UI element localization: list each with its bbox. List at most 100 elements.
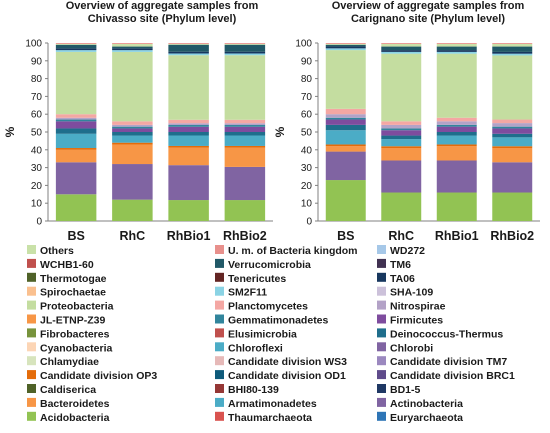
legend-label: Candidate division OP3 (40, 370, 157, 382)
bar-segment-candidate-division-op3 (55, 148, 97, 150)
category-label: BS (337, 229, 354, 243)
y-tick-label: 80 (301, 74, 313, 85)
legend-label: Candidate division WS3 (228, 356, 347, 368)
legend-swatch (27, 300, 36, 310)
legend-label: Actinobacteria (390, 398, 463, 410)
bar-segment-planctomycetes (492, 119, 533, 124)
bar-segment-verrucomicrobia (55, 44, 97, 49)
legend-label: Deinococcus-Thermus (390, 328, 503, 340)
legend-label: Planctomycetes (228, 301, 308, 313)
legend-label: JL-ETNP-Z39 (40, 315, 106, 327)
legend-swatch (215, 397, 224, 407)
legend-label: Elusimicrobia (228, 328, 297, 340)
bar-segment-acidobacteria (325, 180, 366, 221)
legend-label: BHI80-139 (228, 384, 279, 396)
y-tick-label: 30 (31, 163, 43, 174)
bar-segment-actinobacteria (492, 162, 533, 193)
legend-swatch (377, 286, 386, 296)
bar-segment-chloroflexi (436, 135, 477, 145)
legend-label: Acidobacteria (40, 412, 110, 424)
bar-segment-acidobacteria (436, 192, 477, 221)
bar-segment-firmicutes (55, 121, 97, 129)
y-tick-label: 50 (301, 128, 313, 139)
bar-segment-proteobacteria (55, 51, 97, 115)
y-tick-label: 50 (31, 128, 43, 139)
bar-segment-others (55, 43, 97, 45)
bar-segment-actinobacteria (112, 164, 153, 200)
bar-segment-sm2f11 (55, 50, 97, 52)
bar-segment-proteobacteria (436, 53, 477, 118)
bar-segment-planctomycetes (436, 117, 477, 122)
bar-segment-others (112, 43, 153, 47)
chart-panel-1: Overview of aggregate samples fromCarign… (273, 0, 540, 243)
bar-segment-candidate-division-op3 (112, 142, 153, 145)
bar-segment-chloroflexi (325, 130, 366, 145)
bar-segment-u-m-of-bacteria-kingdom (325, 43, 366, 44)
y-axis-label: % (3, 126, 17, 137)
legend-swatch (215, 370, 224, 380)
bar-segment-u-m-of-bacteria-kingdom (112, 43, 153, 44)
bar-segment-nitrospirae (224, 123, 266, 126)
bar-segment-deinococcus-thermus (381, 135, 422, 140)
y-tick-label: 70 (301, 92, 313, 103)
bar-segment-nitrospirae (492, 123, 533, 127)
legend-label: Chlamydiae (40, 356, 99, 368)
bar-segment-proteobacteria (492, 55, 533, 120)
bar-segment-deinococcus-thermus (55, 128, 97, 134)
y-tick-label: 10 (301, 199, 313, 210)
bar-segment-candidate-division-op3 (436, 144, 477, 147)
y-tick-label: 90 (31, 56, 43, 67)
legend-label: WCHB1-60 (40, 259, 94, 271)
bar-segment-planctomycetes (168, 119, 209, 124)
bar-segment-planctomycetes (325, 108, 366, 115)
chart-title-line: Overview of aggregate samples from (66, 0, 259, 12)
legend-label: Candidate division OD1 (228, 370, 346, 382)
legend-swatch (215, 258, 224, 268)
legend-swatch (215, 328, 224, 338)
legend-label: Proteobacteria (40, 301, 114, 313)
legend-swatch (215, 342, 224, 352)
y-tick-label: 100 (25, 39, 42, 50)
bar-segment-others (381, 43, 422, 47)
chart-title-line: Overview of aggregate samples from (332, 0, 525, 12)
bar-segment-firmicutes (381, 130, 422, 136)
bar-segment-actinobacteria (55, 162, 97, 195)
bar-segment-nitrospirae (381, 124, 422, 129)
legend-swatch (27, 258, 36, 268)
bar-segment-planctomycetes (224, 119, 266, 124)
legend-label: Firmicutes (390, 315, 443, 327)
bar-segment-sm2f11 (436, 51, 477, 54)
bar-segment-bacteroidetes (325, 146, 366, 152)
bar-segment-sm2f11 (168, 53, 209, 56)
bar-segment-others (492, 43, 533, 47)
bar-segment-bacteroidetes (112, 144, 153, 165)
bar-segment-u-m-of-bacteria-kingdom (381, 43, 422, 44)
bar-segment-firmicutes (112, 128, 153, 132)
bar-segment-chloroflexi (224, 135, 266, 146)
bar-segment-u-m-of-bacteria-kingdom (168, 43, 209, 44)
y-tick-label: 60 (31, 110, 43, 121)
legend-swatch (27, 286, 36, 296)
bar-segment-others (436, 43, 477, 47)
category-label: BS (67, 229, 84, 243)
legend-label: WD272 (390, 245, 425, 257)
bar-segment-deinococcus-thermus (492, 133, 533, 138)
bar-segment-others (168, 43, 209, 45)
bar-segment-gemmatimonadetes (168, 125, 209, 127)
legend-swatch (27, 384, 36, 393)
category-label: RhBio2 (223, 229, 267, 243)
bar-segment-sm2f11 (492, 53, 533, 56)
bar-segment-ta06 (112, 48, 153, 51)
legend-swatch (377, 342, 386, 352)
bar-segment-actinobacteria (436, 160, 477, 193)
legend-swatch (377, 328, 386, 338)
bar-segment-u-m-of-bacteria-kingdom (224, 43, 266, 44)
y-tick-label: 0 (36, 217, 42, 228)
bar-segment-proteobacteria (325, 50, 366, 109)
legend-label: TM6 (390, 259, 411, 271)
bar-segment-planctomycetes (381, 121, 422, 125)
bar-segment-bacteroidetes (381, 148, 422, 161)
chart-title-line: Carignano site (Phylum level) (351, 13, 505, 25)
bar-segment-planctomycetes (112, 121, 153, 125)
legend-label: Cyanobacteria (40, 342, 113, 354)
